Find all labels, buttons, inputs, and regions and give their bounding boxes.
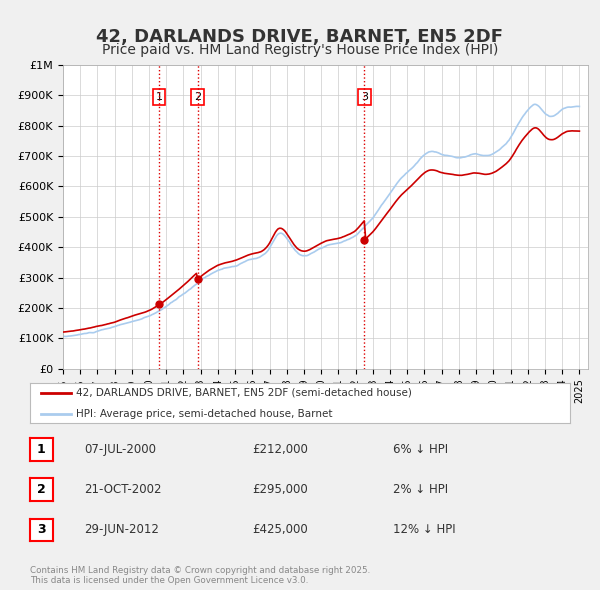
Text: 1: 1 (155, 92, 163, 102)
Text: HPI: Average price, semi-detached house, Barnet: HPI: Average price, semi-detached house,… (76, 409, 332, 419)
Text: 42, DARLANDS DRIVE, BARNET, EN5 2DF (semi-detached house): 42, DARLANDS DRIVE, BARNET, EN5 2DF (sem… (76, 388, 412, 398)
Text: Contains HM Land Registry data © Crown copyright and database right 2025.
This d: Contains HM Land Registry data © Crown c… (30, 566, 370, 585)
Text: 3: 3 (361, 92, 368, 102)
Text: 07-JUL-2000: 07-JUL-2000 (84, 443, 156, 456)
Text: Price paid vs. HM Land Registry's House Price Index (HPI): Price paid vs. HM Land Registry's House … (102, 42, 498, 57)
Text: 21-OCT-2002: 21-OCT-2002 (84, 483, 161, 496)
Text: 2% ↓ HPI: 2% ↓ HPI (393, 483, 448, 496)
Text: £425,000: £425,000 (252, 523, 308, 536)
Text: 6% ↓ HPI: 6% ↓ HPI (393, 443, 448, 456)
Text: 1: 1 (37, 443, 46, 456)
Text: 2: 2 (37, 483, 46, 496)
Text: 3: 3 (37, 523, 46, 536)
Text: 29-JUN-2012: 29-JUN-2012 (84, 523, 159, 536)
Text: 42, DARLANDS DRIVE, BARNET, EN5 2DF: 42, DARLANDS DRIVE, BARNET, EN5 2DF (97, 28, 503, 45)
Text: £212,000: £212,000 (252, 443, 308, 456)
Text: 12% ↓ HPI: 12% ↓ HPI (393, 523, 455, 536)
Text: £295,000: £295,000 (252, 483, 308, 496)
Text: 2: 2 (194, 92, 202, 102)
